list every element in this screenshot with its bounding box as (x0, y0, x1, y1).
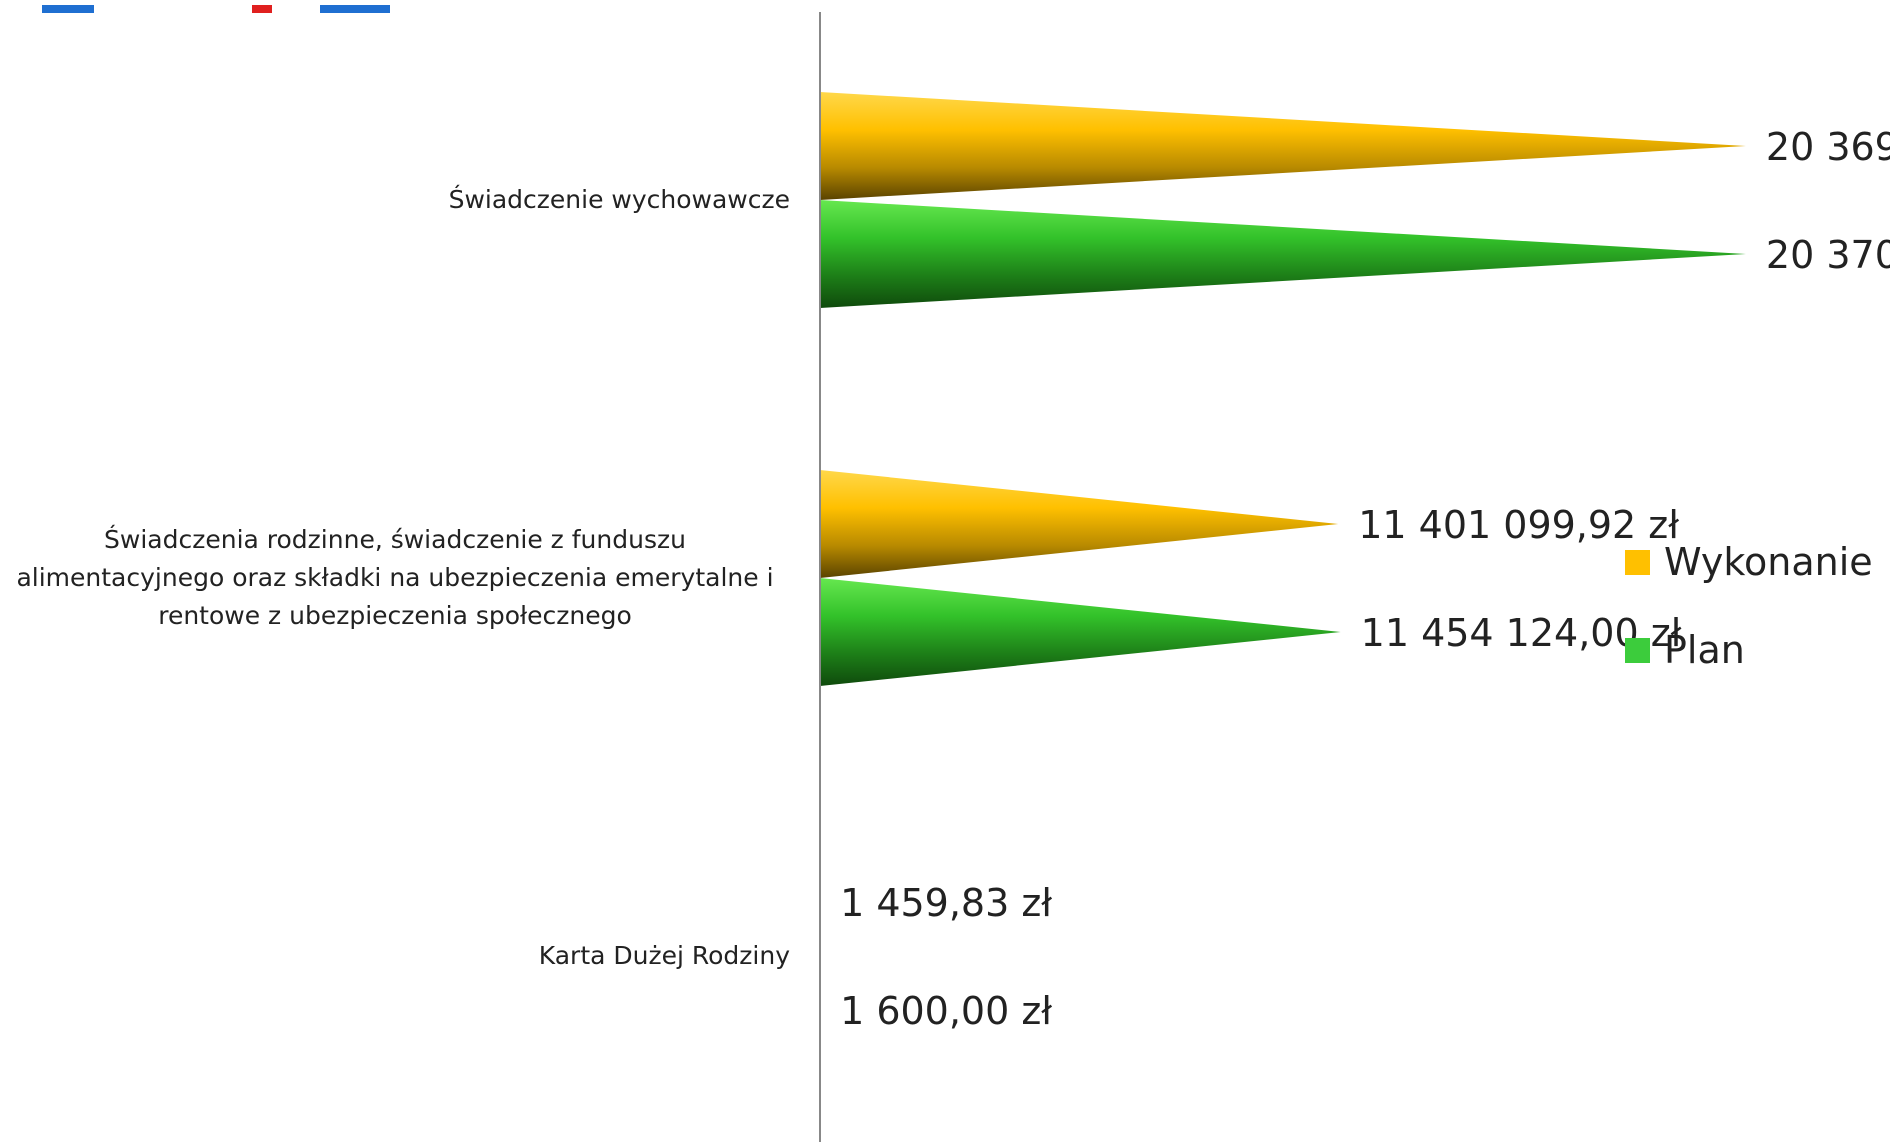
red-mark (252, 5, 272, 13)
value-labels-group: 20 369 608,31 zł 20 370 000,00 zł 11 401 0… (840, 125, 1890, 1033)
bar-wykonanie-0 (820, 92, 1746, 200)
bar-wykonanie-1 (820, 470, 1339, 578)
value-label-wykonanie-0: 20 369 608,31 zł (1766, 125, 1890, 169)
bar-plan-1 (820, 578, 1341, 686)
blue-mark-right (320, 5, 390, 13)
category-label-2: Karta Dużej Rodziny (538, 941, 790, 970)
bar-plan-0 (820, 200, 1746, 308)
blue-mark-left (42, 5, 94, 13)
category-label-0: Świadczenie wychowawcze (448, 185, 790, 214)
legend-swatch-plan (1625, 637, 1650, 663)
legend-swatch-wykonanie (1625, 549, 1650, 575)
legend-item-wykonanie: Wykonanie (1625, 518, 1873, 606)
value-label-wykonanie-2: 1 459,83 zł (840, 881, 1052, 925)
legend-item-plan: Plan (1625, 606, 1873, 694)
header-marks-svg (42, 5, 390, 13)
category-label-1: Świadczenia rodzinne, świadczenie z fund… (16, 525, 774, 630)
legend-label-wykonanie: Wykonanie (1664, 540, 1873, 584)
legend: Wykonanie Plan (1625, 518, 1873, 694)
header-color-marks (42, 0, 422, 13)
value-label-wykonanie-1: 11 401 099,92 zł (1358, 503, 1679, 547)
value-label-plan-2: 1 600,00 zł (840, 989, 1052, 1033)
value-label-plan-0: 20 370 000,00 zł (1766, 233, 1890, 277)
legend-label-plan: Plan (1664, 628, 1745, 672)
bars-group (820, 92, 1746, 686)
